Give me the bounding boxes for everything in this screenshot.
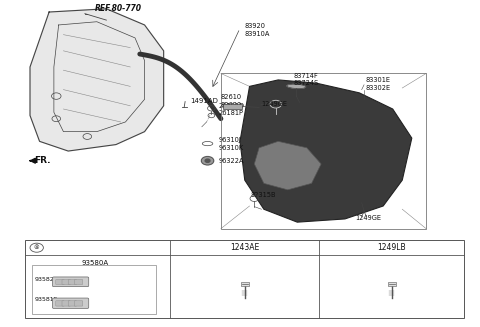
FancyBboxPatch shape [241,282,249,286]
FancyBboxPatch shape [56,280,64,284]
FancyBboxPatch shape [62,301,70,306]
Polygon shape [30,9,164,151]
Text: 1249GE: 1249GE [356,215,382,221]
Text: 83920
83910A: 83920 83910A [245,23,270,37]
Text: REF.80-770: REF.80-770 [95,4,142,13]
FancyBboxPatch shape [74,301,83,306]
Polygon shape [240,80,412,222]
Text: 82315B: 82315B [250,192,276,198]
Text: FR.: FR. [34,156,50,165]
FancyBboxPatch shape [62,280,70,284]
FancyBboxPatch shape [52,277,89,287]
FancyBboxPatch shape [25,240,464,318]
FancyBboxPatch shape [56,301,64,306]
FancyBboxPatch shape [223,104,242,109]
Text: 96310J
96310K: 96310J 96310K [218,137,244,151]
Circle shape [201,157,214,165]
Text: 93581F: 93581F [35,298,58,302]
Text: 83301E
83302E: 83301E 83302E [365,77,390,91]
Text: 83714F
83724S: 83714F 83724S [294,73,319,86]
Text: 1491AD: 1491AD [190,98,218,104]
Polygon shape [254,141,321,190]
Text: 1249LB: 1249LB [378,243,406,252]
Circle shape [205,159,210,162]
Text: 82610
82620: 82610 82620 [220,94,242,108]
FancyBboxPatch shape [68,301,76,306]
Text: 93582C: 93582C [35,278,59,283]
Text: 96322A: 96322A [218,158,244,164]
FancyBboxPatch shape [52,298,89,308]
FancyBboxPatch shape [68,280,76,284]
Text: 1249GE: 1249GE [262,101,288,107]
FancyBboxPatch shape [74,280,83,284]
Text: 1243AE: 1243AE [230,243,259,252]
Text: 26181D
26181P: 26181D 26181P [218,103,244,116]
Ellipse shape [287,84,306,89]
Text: 93580A: 93580A [82,260,108,266]
FancyBboxPatch shape [388,282,396,286]
Text: ④: ④ [34,245,39,250]
